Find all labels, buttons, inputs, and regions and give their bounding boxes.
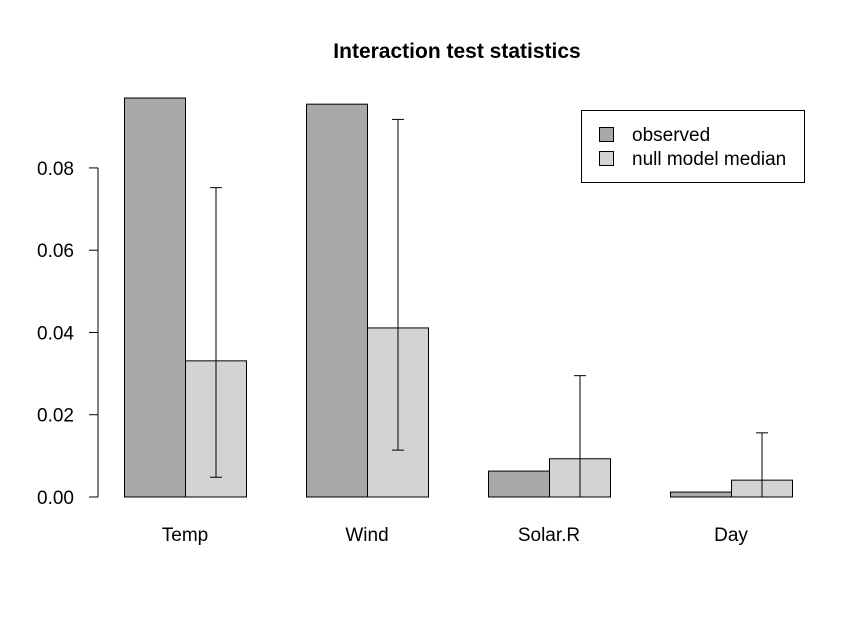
legend-label: null model median [632,149,786,170]
y-tick-label: 0.04 [37,323,74,344]
y-tick-label: 0.06 [37,241,74,262]
x-category-label: Temp [162,525,208,546]
legend-box [581,110,805,183]
x-category-label: Solar.R [518,525,580,546]
bar-observed-day [670,491,732,498]
chart-title: Interaction test statistics [333,40,580,63]
legend-swatch [599,151,614,166]
y-tick-label: 0.08 [37,159,74,180]
bar-observed-solar-r [488,470,550,498]
y-axis: 0.00 0.02 0.04 0.06 0.08 [37,159,99,509]
x-category-label: Day [714,525,748,546]
legend: observed null model median [581,110,805,183]
x-category-label: Wind [345,525,388,546]
bar-observed-wind [306,103,368,498]
y-tick-label: 0.02 [37,406,74,427]
legend-label: observed [632,125,710,146]
error-bars [210,118,768,497]
legend-swatch [599,127,614,142]
category-labels: Temp Wind Solar.R Day [162,525,749,546]
y-tick-label: 0.00 [37,488,74,509]
bar-observed-temp [124,97,186,498]
